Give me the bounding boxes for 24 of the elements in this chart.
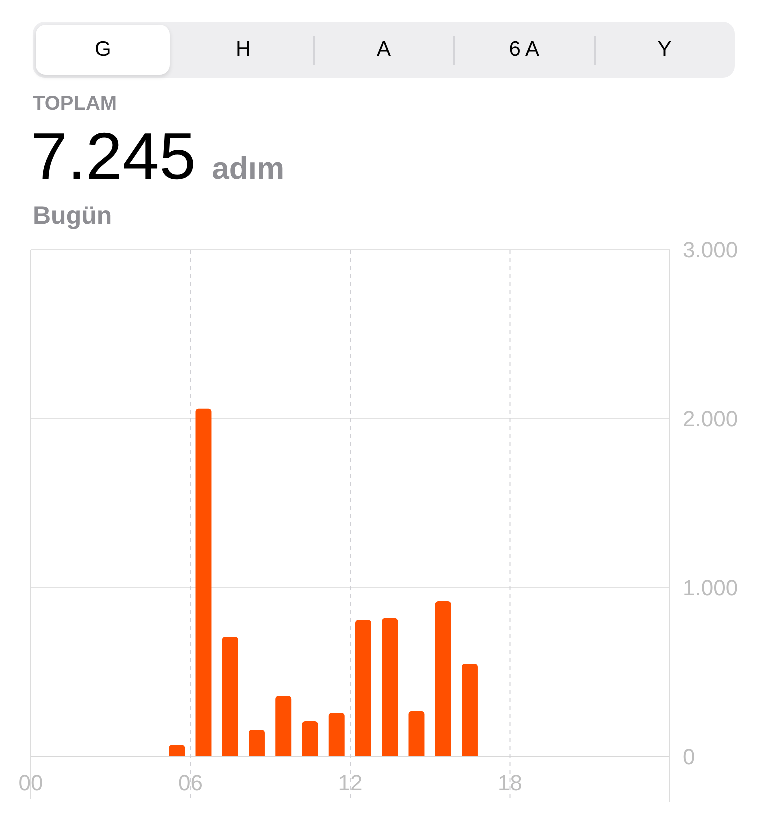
x-tick-label: 00: [18, 770, 44, 796]
y-tick-label: 3.000: [683, 238, 738, 262]
chart-subtitle: 7.245 adım: [31, 118, 285, 194]
bar: [408, 711, 425, 757]
bar: [382, 618, 398, 757]
bar: [328, 713, 345, 757]
y-tick-label: 1.000: [683, 576, 738, 600]
bar: [169, 745, 186, 757]
bar: [462, 664, 478, 757]
y-tick-label: 2.000: [683, 406, 738, 432]
bar: [435, 602, 452, 757]
bar: [249, 730, 265, 757]
bar: [196, 408, 212, 757]
x-tick-label: 12: [338, 770, 363, 796]
y-tick-label: 0: [683, 744, 696, 770]
x-tick-label: 06: [178, 770, 203, 796]
bar: [276, 696, 292, 757]
chart-title: TOPLAM: [33, 92, 118, 116]
bar: [222, 637, 238, 757]
x-tick-label: 18: [498, 770, 522, 796]
bar: [302, 722, 318, 757]
segmented-control: G H A 6 A Y: [33, 22, 735, 78]
bar: [356, 620, 372, 757]
text: Bugün: [33, 201, 112, 231]
